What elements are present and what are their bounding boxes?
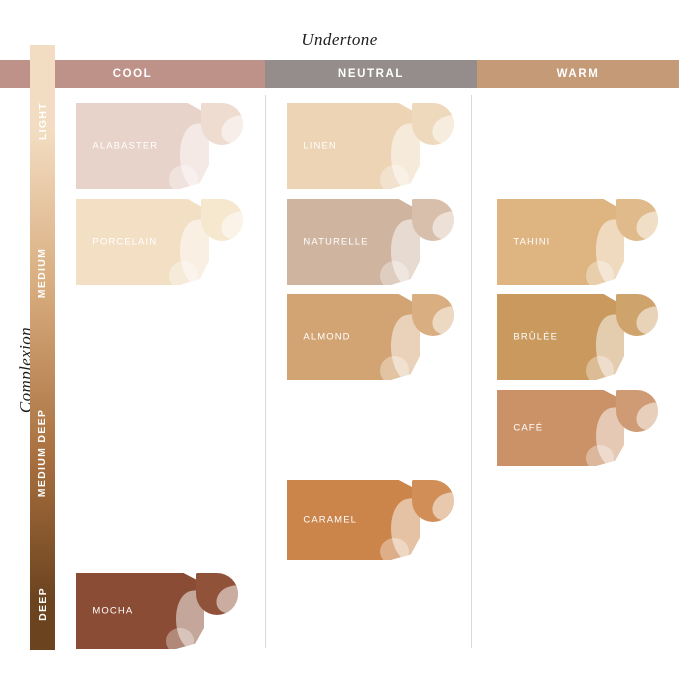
shade-smear-alabaster	[76, 103, 209, 189]
gloss-highlight-secondary-icon	[380, 537, 410, 560]
complexion-label-light: LIGHT	[36, 102, 49, 140]
complexion-level-light: LIGHT	[30, 45, 55, 197]
undertone-label-cool: COOL	[112, 68, 153, 80]
shade-swatch-brulee[interactable]: BRÛLÉE	[497, 294, 661, 380]
shade-dot-almond	[412, 294, 454, 336]
dot-gloss-icon	[429, 210, 454, 241]
gloss-highlight-secondary-icon	[585, 444, 614, 466]
shade-dot-alabaster	[201, 103, 243, 145]
shade-dot-linen	[412, 103, 454, 145]
shade-dot-naturelle	[412, 199, 454, 241]
dot-gloss-icon	[218, 114, 243, 145]
gloss-highlight-secondary-icon	[585, 355, 614, 380]
complexion-level-medium-deep: MEDIUM DEEP	[30, 349, 55, 557]
shade-dot-tahini	[616, 199, 658, 241]
shade-smear-cafe	[497, 390, 624, 466]
gloss-highlight-secondary-icon	[585, 260, 614, 285]
undertone-label-warm: WARM	[556, 68, 600, 80]
shade-swatch-cafe[interactable]: CAFÉ	[497, 390, 661, 466]
shade-label-brulee: BRÛLÉE	[513, 331, 559, 343]
undertone-header-warm: WARM	[477, 60, 679, 88]
shade-label-cafe: CAFÉ	[513, 422, 544, 434]
shade-label-porcelain: PORCELAIN	[92, 236, 158, 248]
shade-smear-naturelle	[287, 199, 420, 285]
gloss-highlight-secondary-icon	[380, 355, 410, 380]
shade-swatch-mocha[interactable]: MOCHA	[76, 573, 240, 649]
dot-gloss-icon	[218, 210, 243, 241]
shade-label-almond: ALMOND	[303, 331, 351, 343]
shade-dot-porcelain	[201, 199, 243, 241]
shade-label-linen: LINEN	[303, 140, 337, 152]
shade-smear-caramel	[287, 480, 420, 560]
shade-swatch-tahini[interactable]: TAHINI	[497, 199, 661, 285]
complexion-label-deep: DEEP	[36, 586, 49, 621]
shade-dot-caramel	[412, 480, 454, 522]
dot-gloss-icon	[429, 491, 454, 522]
undertone-label-neutral: NEUTRAL	[337, 68, 405, 80]
shade-swatch-caramel[interactable]: CARAMEL	[287, 480, 454, 560]
shade-smear-brulee	[497, 294, 624, 380]
undertone-axis-title: Undertone	[301, 30, 378, 49]
shade-label-alabaster: ALABASTER	[92, 140, 159, 152]
column-divider-neutral-warm	[471, 95, 472, 648]
dot-gloss-icon	[429, 305, 454, 336]
shade-swatch-linen[interactable]: LINEN	[287, 103, 454, 189]
dot-gloss-icon	[633, 210, 658, 241]
shade-smear-mocha	[76, 573, 204, 649]
gloss-highlight-secondary-icon	[165, 627, 194, 649]
gloss-highlight-secondary-icon	[169, 260, 199, 285]
shade-smear-porcelain	[76, 199, 209, 285]
shade-smear-linen	[287, 103, 420, 189]
complexion-level-medium: MEDIUM	[30, 197, 55, 349]
column-divider-cool-neutral	[265, 95, 266, 648]
shade-label-caramel: CARAMEL	[303, 514, 358, 526]
shade-label-mocha: MOCHA	[92, 605, 134, 617]
dot-gloss-icon	[213, 584, 238, 615]
shade-swatch-naturelle[interactable]: NATURELLE	[287, 199, 454, 285]
gloss-highlight-secondary-icon	[169, 164, 199, 189]
gloss-highlight-secondary-icon	[380, 164, 410, 189]
dot-gloss-icon	[633, 401, 658, 432]
complexion-label-medium-deep: MEDIUM DEEP	[36, 408, 49, 498]
gloss-highlight-secondary-icon	[380, 260, 410, 285]
complexion-gradient-bar: LIGHT MEDIUM MEDIUM DEEP DEEP	[30, 45, 55, 650]
dot-gloss-icon	[633, 305, 658, 336]
shade-smear-almond	[287, 294, 420, 380]
shade-swatch-almond[interactable]: ALMOND	[287, 294, 454, 380]
shade-dot-mocha	[196, 573, 238, 615]
dot-gloss-icon	[429, 114, 454, 145]
shade-smear-tahini	[497, 199, 624, 285]
undertone-header-neutral: NEUTRAL	[265, 60, 477, 88]
complexion-label-medium: MEDIUM	[36, 247, 49, 299]
shade-dot-brulee	[616, 294, 658, 336]
shade-label-tahini: TAHINI	[513, 236, 551, 248]
shade-swatch-porcelain[interactable]: PORCELAIN	[76, 199, 243, 285]
shade-swatch-alabaster[interactable]: ALABASTER	[76, 103, 243, 189]
complexion-level-deep: DEEP	[30, 557, 55, 650]
shade-label-naturelle: NATURELLE	[303, 236, 369, 248]
shade-dot-cafe	[616, 390, 658, 432]
